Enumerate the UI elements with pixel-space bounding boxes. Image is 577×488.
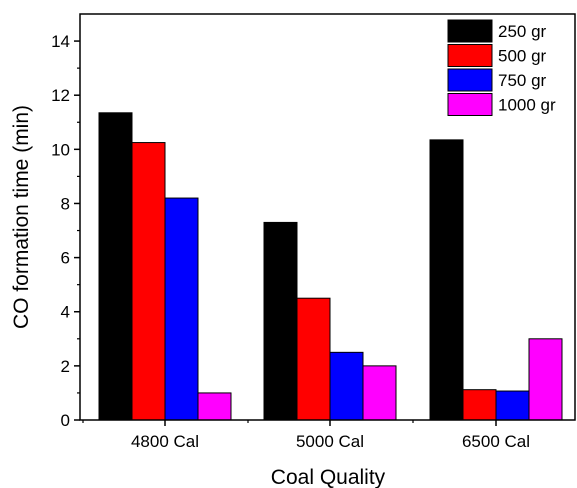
bar-500-gr-5000-Cal — [296, 297, 331, 421]
legend-label-250-gr: 250 gr — [498, 22, 547, 41]
y-axis: 0 2 4 6 8 10 12 14 — [51, 32, 80, 430]
legend-swatch-1000-gr — [447, 93, 493, 116]
x-tick-label: 4800 Cal — [131, 432, 199, 451]
x-axis: 4800 Cal 5000 Cal 6500 Cal — [82, 420, 530, 451]
y-tick-label: 0 — [61, 411, 70, 430]
legend-label-1000-gr: 1000 gr — [498, 96, 556, 115]
legend-label-500-gr: 500 gr — [498, 47, 547, 66]
x-tick-label: 5000 Cal — [296, 432, 364, 451]
bar-1000-gr-5000-Cal — [362, 365, 397, 421]
y-tick-label: 12 — [51, 86, 70, 105]
y-tick-label: 10 — [51, 140, 70, 159]
y-tick-label: 14 — [51, 32, 70, 51]
legend-swatch-750-gr — [447, 68, 493, 92]
bar-250-gr-6500-Cal — [429, 139, 464, 421]
bars-layer — [98, 112, 563, 421]
bar-750-gr-5000-Cal — [329, 351, 364, 421]
x-tick-label: 6500 Cal — [462, 432, 530, 451]
legend-swatch-250-gr — [447, 19, 493, 43]
bar-1000-gr-6500-Cal — [528, 338, 563, 421]
y-tick-label: 4 — [61, 303, 70, 322]
legend-swatch-500-gr — [447, 44, 493, 67]
bar-250-gr-5000-Cal — [263, 221, 298, 421]
legend: 250 gr 500 gr 750 gr 1000 gr — [447, 19, 556, 116]
bar-750-gr-6500-Cal — [495, 390, 530, 421]
bar-500-gr-6500-Cal — [462, 389, 497, 421]
legend-label-750-gr: 750 gr — [498, 71, 547, 90]
y-axis-title: CO formation time (min) — [10, 105, 33, 329]
bar-500-gr-4800-Cal — [131, 142, 166, 421]
y-tick-label: 2 — [61, 357, 70, 376]
y-tick-label: 6 — [61, 249, 70, 268]
bar-1000-gr-4800-Cal — [197, 392, 232, 421]
plot-frame — [79, 13, 576, 421]
bar-750-gr-4800-Cal — [164, 197, 199, 421]
y-tick-label: 8 — [61, 194, 70, 213]
bar-250-gr-4800-Cal — [98, 112, 133, 421]
x-axis-title: Coal Quality — [271, 466, 386, 488]
